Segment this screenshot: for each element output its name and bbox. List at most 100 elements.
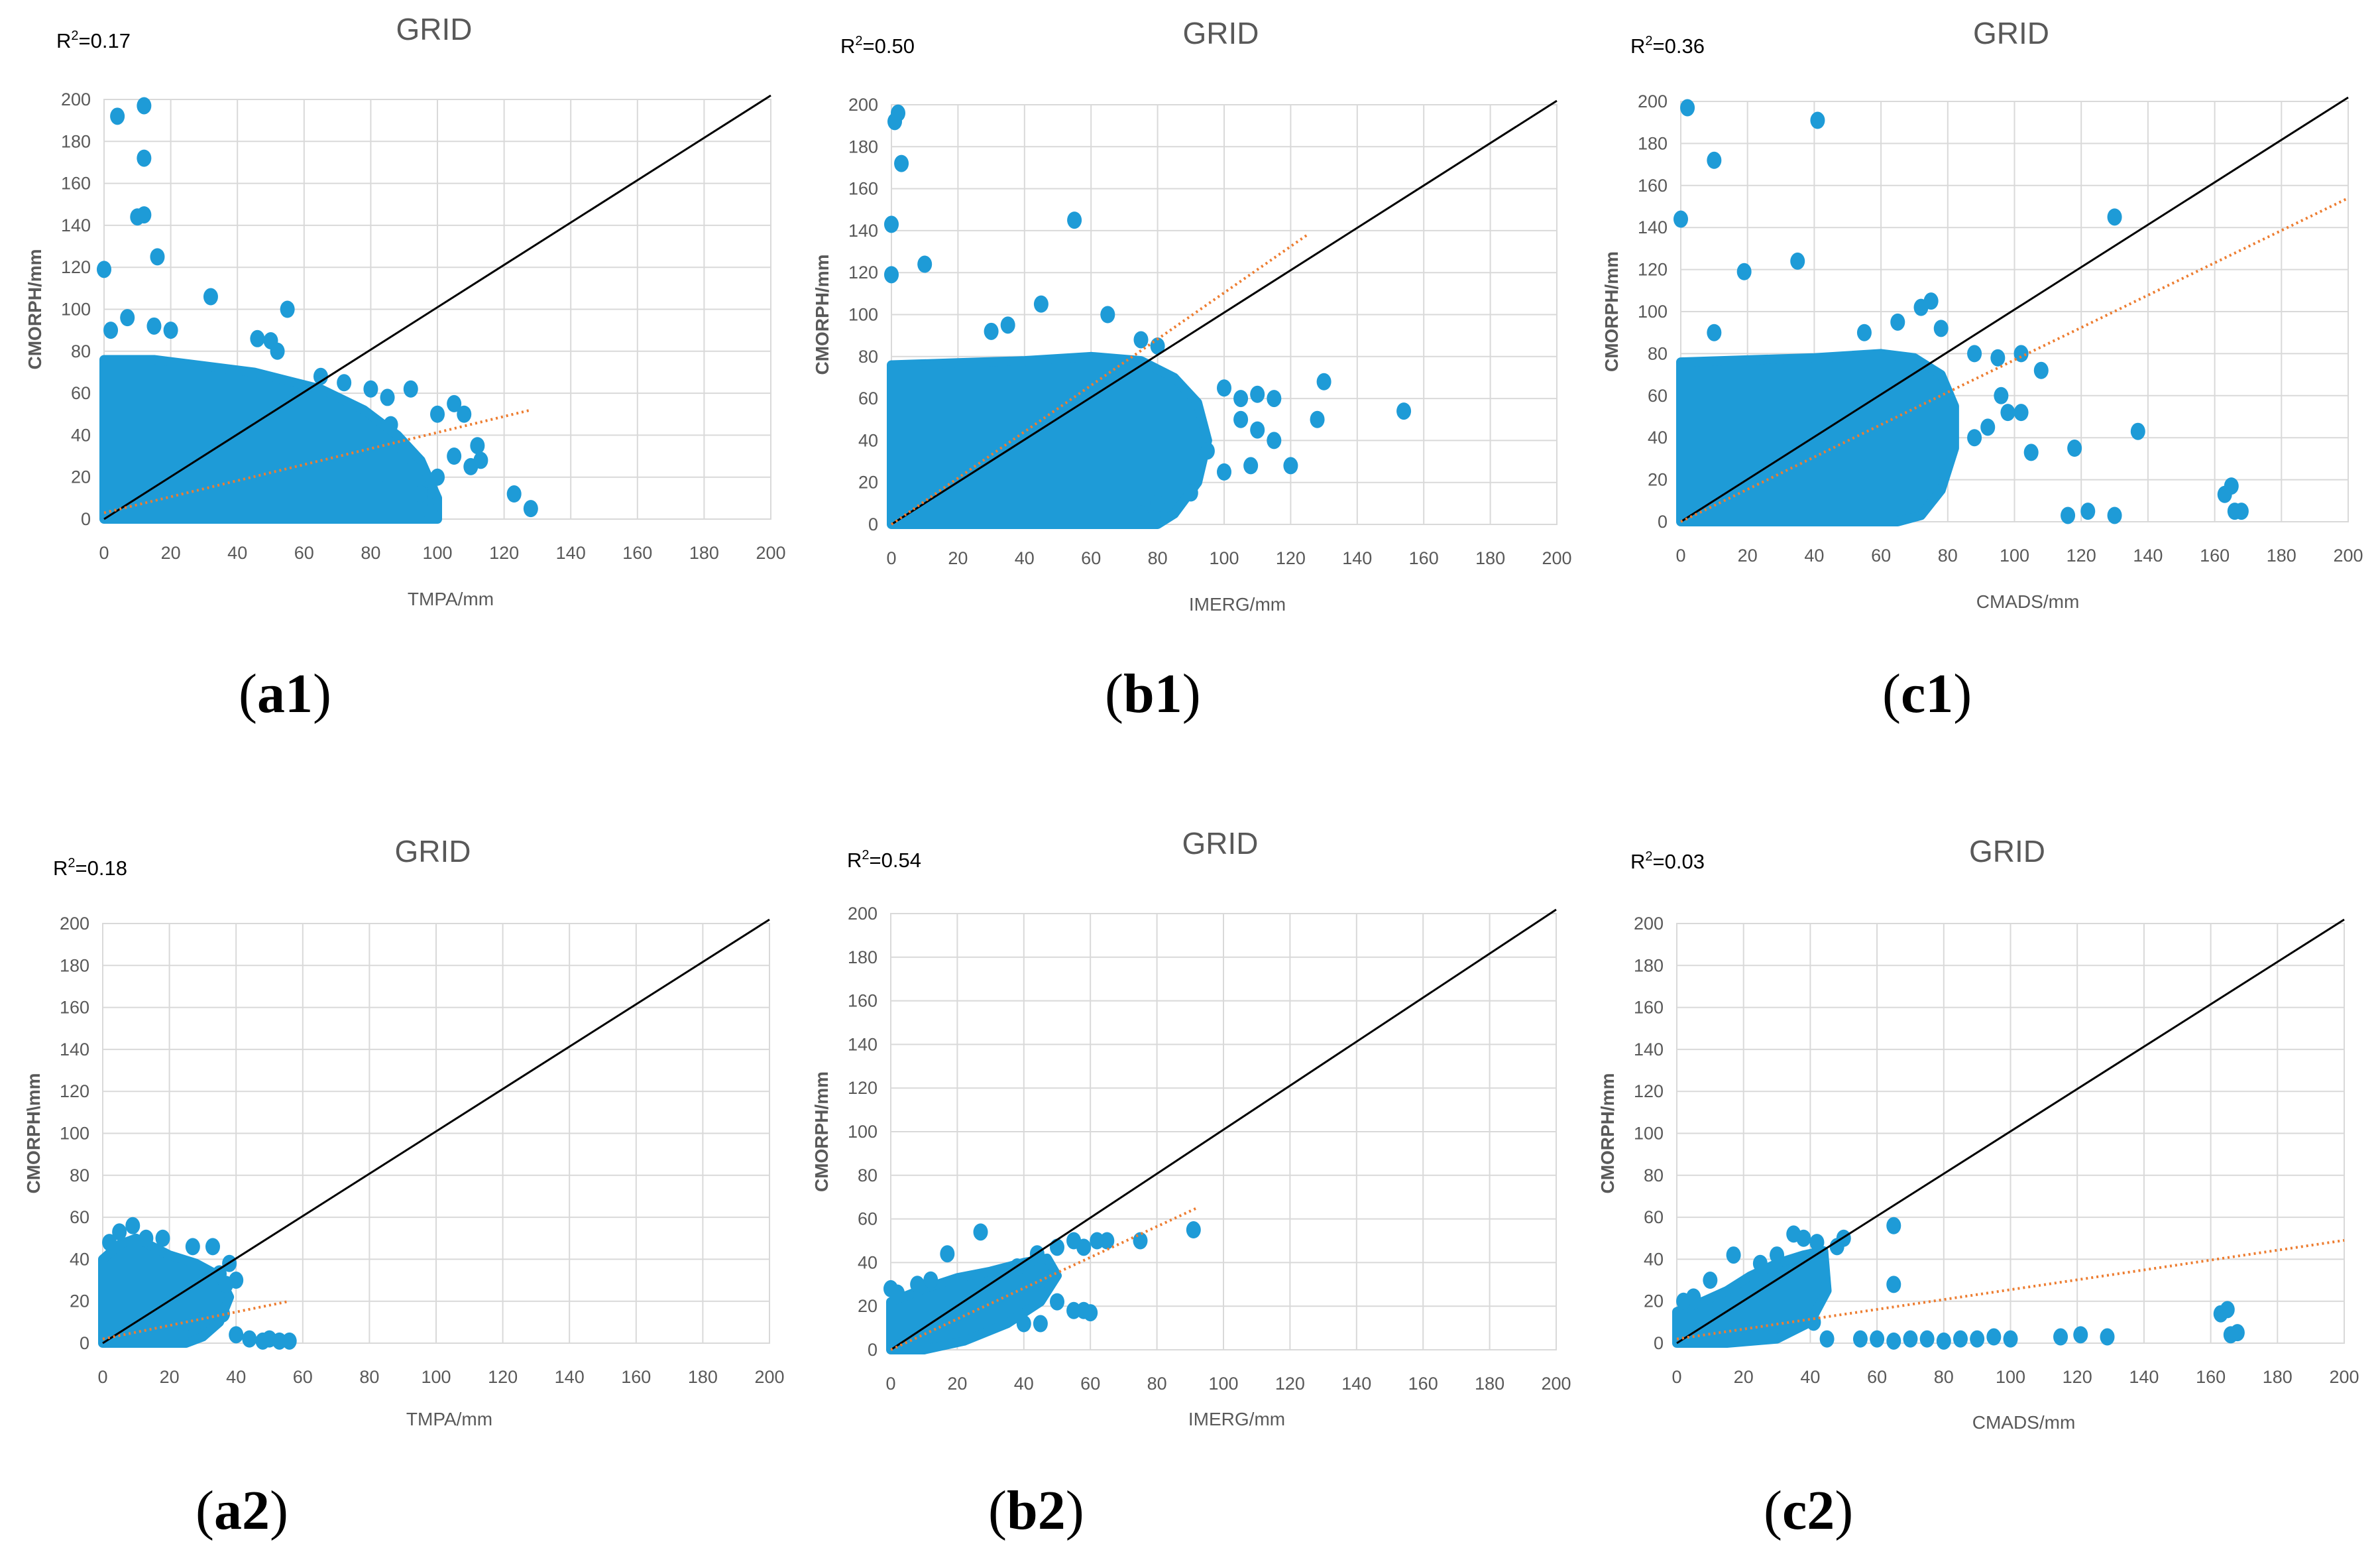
x-axis-label: IMERG/mm [1189, 594, 1286, 615]
x-axis-label: IMERG/mm [1188, 1409, 1285, 1429]
chart-b2: 0 20 40 60 80 100 120 140 160 180 200 0 20 40 60 80 100 1… [811, 826, 1571, 1541]
data-point [1066, 1301, 1082, 1319]
y-tick-label: 40 [71, 425, 91, 445]
x-tick-label: 140 [2133, 546, 2163, 566]
data-point [1076, 1238, 1092, 1256]
y-tick-label: 60 [858, 388, 878, 408]
y-tick-label: 40 [858, 430, 878, 450]
y-tick-label: 60 [1648, 386, 1668, 406]
y-tick-label: 60 [858, 1209, 878, 1229]
x-tick-label: 0 [885, 1374, 895, 1394]
y-tick-label: 180 [1634, 955, 1664, 975]
x-tick-label: 100 [421, 1367, 451, 1387]
data-point [1886, 1276, 1901, 1293]
x-tick-label: 60 [1871, 546, 1891, 566]
data-point [1183, 484, 1198, 502]
y-tick-label: 0 [1654, 1333, 1664, 1353]
y-axis-label: CMORPH/mm [1597, 1073, 1618, 1193]
data-point [1936, 1332, 1951, 1350]
data-point [1736, 263, 1752, 280]
data-point [1852, 1330, 1868, 1348]
x-tick-label: 60 [294, 543, 314, 563]
x-tick-label: 120 [1276, 548, 1306, 568]
data-point [229, 1326, 244, 1344]
data-point [430, 468, 445, 486]
data-point [1267, 432, 1282, 449]
identity-line [891, 99, 1558, 526]
y-tick-label: 140 [848, 221, 878, 241]
y-axis-label: CMORPH/mm [25, 249, 45, 369]
x-tick-label: 180 [688, 1367, 718, 1387]
x-tick-label: 200 [756, 543, 785, 563]
y-tick-label: 200 [61, 90, 91, 109]
data-point [1903, 1330, 1918, 1348]
data-point [2234, 503, 2249, 520]
chart-title: GRID [1969, 834, 2045, 868]
data-point [1752, 1254, 1768, 1272]
x-tick-label: 140 [556, 543, 586, 563]
chart-title: GRID [1973, 16, 2049, 50]
x-tick-label: 80 [1147, 1374, 1167, 1394]
y-tick-label: 40 [70, 1249, 89, 1269]
data-point [923, 1271, 938, 1289]
data-point [120, 309, 135, 327]
y-tick-label: 100 [1634, 1124, 1664, 1144]
y-tick-label: 80 [70, 1165, 89, 1185]
x-tick-label: 200 [2329, 1367, 2359, 1387]
x-tick-label: 40 [227, 543, 247, 563]
data-point [2220, 1301, 2235, 1319]
x-tick-label: 160 [2200, 546, 2230, 566]
data-point [219, 1276, 234, 1293]
y-axis-label: CMORPH/mm [812, 254, 832, 375]
data-point [523, 500, 538, 518]
y-tick-label: 80 [858, 347, 878, 367]
data-point [1100, 306, 1115, 324]
y-tick-label: 200 [1634, 914, 1664, 933]
data-point [1980, 418, 1996, 436]
data-point [1133, 505, 1149, 523]
chart-c1: 0 20 40 60 80 100 120 140 160 180 200 0 20 40 60 80 100 1… [1601, 16, 2363, 725]
data-point [102, 1234, 117, 1252]
data-point [1100, 1232, 1115, 1250]
data-point [383, 416, 398, 434]
data-point [1217, 463, 1231, 481]
x-axis-label: CMADS/mm [1972, 1412, 2076, 1433]
identity-line [103, 94, 771, 520]
data-point [1886, 1332, 1901, 1350]
data-point [1310, 410, 1325, 428]
data-point [242, 1330, 257, 1348]
data-point [1890, 313, 1905, 331]
x-tick-label: 140 [2129, 1367, 2159, 1387]
data-point [1186, 1221, 1201, 1239]
data-point [1673, 210, 1688, 228]
data-point [150, 248, 165, 266]
y-axis-label: CMORPH\mm [23, 1073, 44, 1193]
y-tick-label: 0 [80, 1333, 89, 1353]
x-tick-label: 40 [1800, 1367, 1820, 1387]
data-point [887, 113, 903, 131]
y-tick-label: 160 [60, 998, 89, 1018]
data-point [1796, 1229, 1811, 1247]
y-tick-label: 120 [60, 1081, 89, 1101]
data-point [1886, 1217, 1901, 1234]
x-tick-label: 60 [1080, 1374, 1100, 1394]
x-tick-label: 20 [948, 548, 968, 568]
data-point [103, 322, 119, 339]
panel-label: (a1) [239, 663, 331, 725]
y-tick-label: 0 [868, 514, 878, 534]
data-point [2023, 444, 2039, 461]
x-tick-label: 40 [226, 1367, 246, 1387]
r-squared-label: R2=0.36 [1630, 34, 1705, 58]
x-tick-label: 100 [422, 543, 452, 563]
data-point [1809, 1234, 1825, 1252]
data-point [2073, 1326, 2088, 1344]
data-point [1819, 1330, 1835, 1348]
x-tick-label: 40 [1014, 1374, 1034, 1394]
x-tick-label: 160 [2196, 1367, 2226, 1387]
x-tick-label: 20 [1738, 546, 1758, 566]
data-point [363, 380, 378, 398]
data-point [506, 485, 522, 503]
data-point [205, 1238, 220, 1256]
data-point [917, 255, 933, 273]
